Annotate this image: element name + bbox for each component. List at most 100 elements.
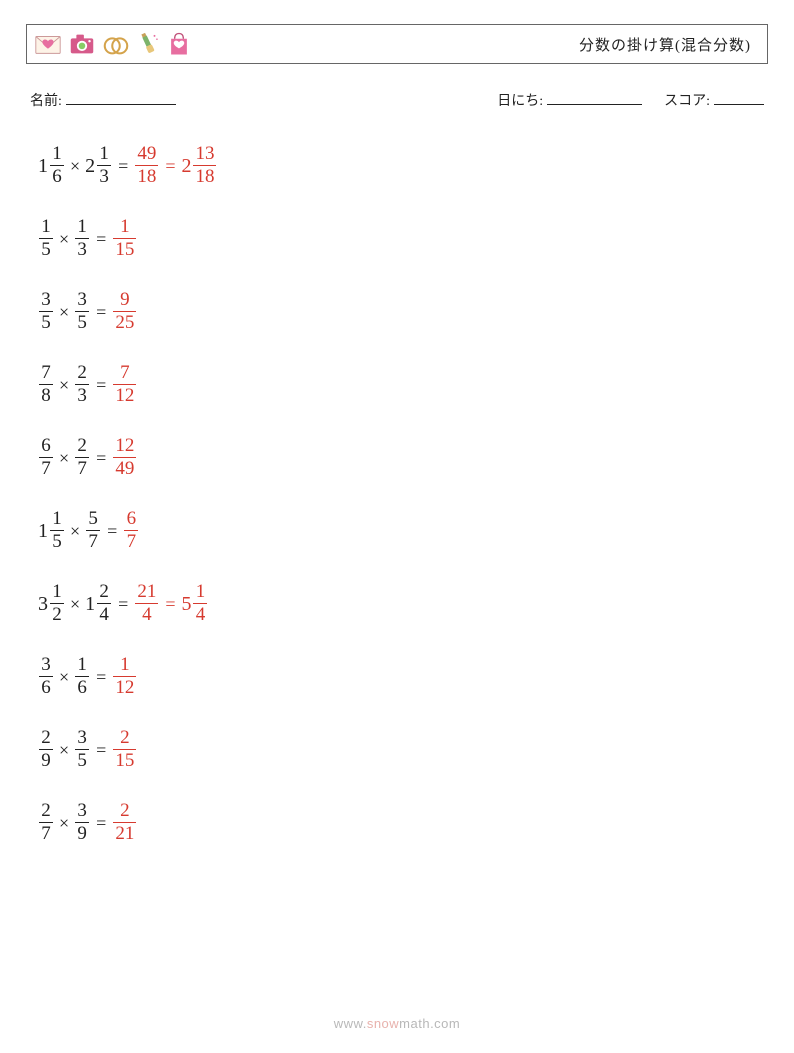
denominator: 7	[75, 459, 89, 479]
numerator: 9	[118, 290, 132, 310]
info-line: 名前: 日にち: スコア:	[30, 90, 764, 110]
denominator: 3	[75, 240, 89, 260]
date-blank	[547, 91, 642, 105]
equals-operator: =	[112, 595, 134, 613]
denominator: 7	[124, 532, 138, 552]
numerator: 1	[75, 655, 89, 675]
numerator: 2	[75, 363, 89, 383]
equals-operator: =	[90, 376, 112, 394]
numerator: 3	[39, 655, 53, 675]
fraction: 112	[113, 655, 136, 698]
denominator: 3	[97, 167, 111, 187]
equals-operator: =	[90, 668, 112, 686]
equals-operator: =	[112, 157, 134, 175]
denominator: 2	[50, 605, 64, 625]
fraction: 12	[50, 582, 64, 625]
gift-bag-icon	[165, 29, 193, 59]
champagne-icon	[135, 29, 161, 59]
score-label: スコア:	[664, 90, 710, 110]
numerator: 2	[118, 801, 132, 821]
whole-number: 2	[85, 156, 96, 176]
love-letter-icon	[33, 29, 63, 59]
denominator: 3	[75, 386, 89, 406]
times-operator: ×	[65, 157, 85, 175]
equals-operator: =	[90, 741, 112, 759]
worksheet-page: 分数の掛け算(混合分数) 名前: 日にち: スコア: 116×213=4918=…	[0, 0, 794, 844]
fraction: 214	[135, 582, 158, 625]
numerator: 6	[124, 509, 138, 529]
denominator: 15	[113, 240, 136, 260]
denominator: 4	[140, 605, 154, 625]
equals-operator: =	[90, 814, 112, 832]
times-operator: ×	[54, 376, 74, 394]
denominator: 9	[39, 751, 53, 771]
problem-row: 78×23=712	[38, 363, 768, 406]
numerator: 1	[39, 217, 53, 237]
fraction: 215	[113, 728, 136, 771]
whole-number: 5	[181, 594, 192, 614]
denominator: 8	[39, 386, 53, 406]
fraction: 4918	[135, 144, 158, 187]
fraction: 67	[124, 509, 138, 552]
denominator: 18	[135, 167, 158, 187]
denominator: 7	[39, 824, 53, 844]
equals-operator: =	[90, 449, 112, 467]
fraction: 15	[39, 217, 53, 260]
name-field: 名前:	[30, 90, 176, 110]
denominator: 12	[113, 386, 136, 406]
denominator: 7	[86, 532, 100, 552]
numerator: 7	[118, 363, 132, 383]
numerator: 3	[39, 290, 53, 310]
denominator: 12	[113, 678, 136, 698]
problem-row: 36×16=112	[38, 655, 768, 698]
numerator: 1	[118, 217, 132, 237]
times-operator: ×	[65, 595, 85, 613]
numerator: 6	[39, 436, 53, 456]
whole-number: 1	[85, 594, 96, 614]
whole-number: 2	[181, 156, 192, 176]
denominator: 25	[113, 313, 136, 333]
fraction: 27	[75, 436, 89, 479]
numerator: 12	[113, 436, 136, 456]
fraction: 35	[75, 290, 89, 333]
numerator: 1	[50, 509, 64, 529]
fraction: 36	[39, 655, 53, 698]
equals-operator: =	[90, 230, 112, 248]
problem-row: 35×35=925	[38, 290, 768, 333]
denominator: 6	[75, 678, 89, 698]
fraction: 712	[113, 363, 136, 406]
denominator: 5	[75, 751, 89, 771]
times-operator: ×	[54, 814, 74, 832]
equals-operator: =	[90, 303, 112, 321]
fraction: 925	[113, 290, 136, 333]
numerator: 3	[75, 801, 89, 821]
fraction: 14	[193, 582, 207, 625]
numerator: 13	[193, 144, 216, 164]
problem-row: 15×13=115	[38, 217, 768, 260]
fraction: 23	[75, 363, 89, 406]
worksheet-title: 分数の掛け算(混合分数)	[579, 34, 757, 55]
problem-row: 116×213=4918=21318	[38, 144, 768, 187]
numerator: 1	[50, 144, 64, 164]
camera-icon	[67, 29, 97, 59]
times-operator: ×	[54, 303, 74, 321]
fraction: 115	[113, 217, 136, 260]
times-operator: ×	[54, 668, 74, 686]
numerator: 5	[86, 509, 100, 529]
numerator: 1	[50, 582, 64, 602]
denominator: 6	[39, 678, 53, 698]
denominator: 6	[50, 167, 64, 187]
denominator: 49	[113, 459, 136, 479]
numerator: 21	[135, 582, 158, 602]
footer-red: snow	[367, 1016, 399, 1031]
numerator: 1	[75, 217, 89, 237]
denominator: 5	[75, 313, 89, 333]
rings-icon	[101, 29, 131, 59]
numerator: 7	[39, 363, 53, 383]
whole-number: 1	[38, 521, 49, 541]
fraction: 16	[50, 144, 64, 187]
date-label: 日にち:	[497, 90, 543, 110]
fraction: 13	[75, 217, 89, 260]
denominator: 4	[193, 605, 207, 625]
name-blank	[66, 91, 176, 105]
